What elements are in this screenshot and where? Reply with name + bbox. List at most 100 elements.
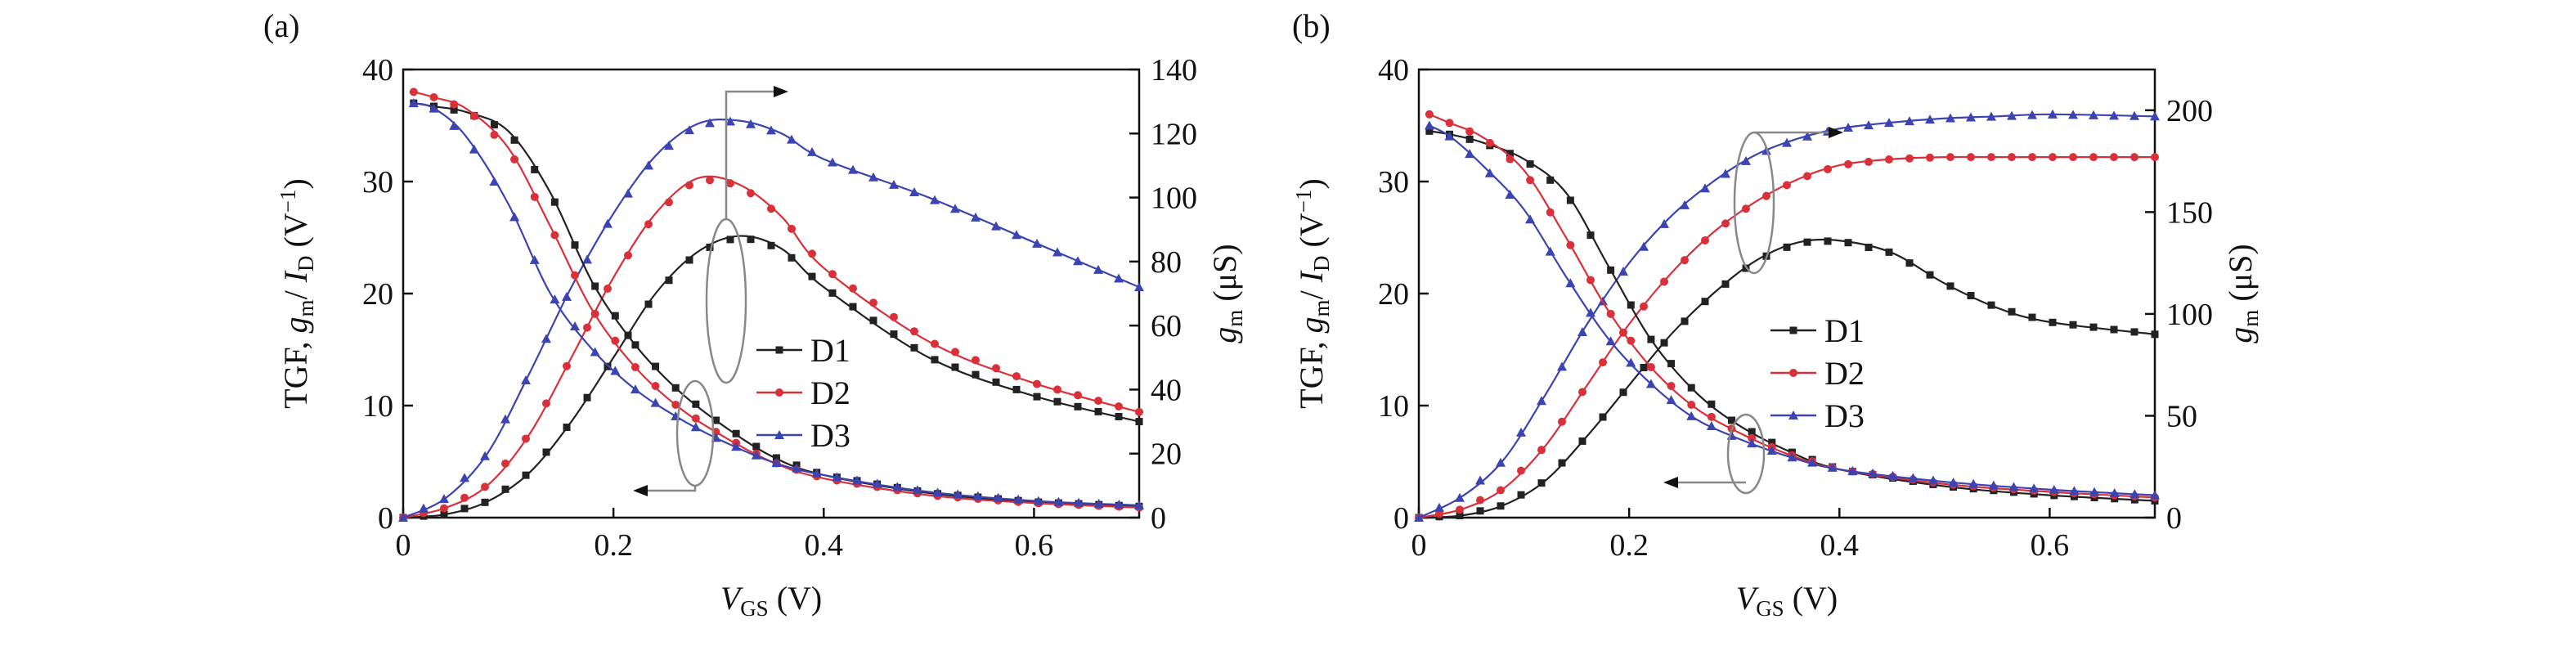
data-point	[1546, 208, 1555, 217]
data-point	[1517, 491, 1525, 499]
data-point	[1545, 246, 1555, 256]
data-point	[1884, 118, 1894, 128]
data-point	[909, 187, 919, 197]
data-point	[848, 164, 858, 174]
data-point	[1824, 164, 1832, 173]
legend-marker	[775, 346, 783, 354]
data-point	[439, 494, 449, 504]
legend-marker	[774, 430, 784, 439]
data-point	[2048, 109, 2058, 119]
data-point	[2089, 323, 2098, 331]
data-point	[1748, 433, 1757, 442]
x-tick-label: 0	[396, 528, 411, 563]
data-point	[481, 482, 489, 491]
data-point	[644, 220, 653, 229]
data-point	[1926, 153, 1934, 162]
data-point	[469, 111, 478, 120]
data-point	[665, 276, 673, 285]
data-point	[1094, 397, 1102, 406]
data-point	[1864, 120, 1874, 130]
data-point	[1013, 494, 1024, 504]
y-right-tick-label: 60	[1151, 309, 1182, 343]
data-point	[2110, 153, 2118, 162]
data-point	[2069, 153, 2077, 162]
data-point	[583, 393, 591, 402]
data-point	[1605, 336, 1616, 346]
data-point	[910, 343, 918, 352]
data-point	[692, 400, 700, 408]
data-point	[1747, 438, 1757, 448]
series-line	[402, 119, 1140, 519]
data-point	[1706, 421, 1717, 431]
data-point	[611, 312, 619, 320]
data-point	[828, 157, 837, 167]
data-point	[1618, 267, 1628, 276]
data-point	[732, 429, 740, 437]
panel-label: (b)	[1292, 7, 1331, 44]
y-left-tick-label: 20	[362, 277, 393, 312]
data-point	[590, 347, 600, 357]
data-point	[972, 491, 983, 500]
data-point	[631, 363, 640, 372]
data-point	[460, 493, 469, 502]
data-point	[912, 485, 922, 495]
data-point	[1987, 153, 1995, 162]
data-point	[712, 416, 720, 424]
data-point	[1053, 385, 1061, 394]
data-point	[2129, 110, 2139, 120]
data-point	[1456, 505, 1464, 514]
series-line	[1418, 113, 2156, 518]
data-point	[2151, 330, 2159, 339]
series-line	[402, 235, 1140, 519]
series-d1-left	[1425, 127, 2159, 505]
data-point	[691, 414, 700, 423]
annotation-ellipse	[705, 218, 747, 384]
data-point	[1666, 395, 1676, 405]
y-right-axis-label: gm (μS)	[1206, 244, 1247, 343]
data-point	[1707, 412, 1716, 421]
data-point	[1537, 479, 1546, 487]
x-tick-label: 0.6	[1015, 528, 1054, 563]
data-point	[832, 472, 842, 482]
data-point	[811, 468, 822, 478]
annotation-arrowhead	[633, 485, 648, 496]
data-point	[1824, 237, 1832, 245]
data-point	[1827, 462, 1838, 472]
data-point	[1525, 214, 1536, 224]
data-point	[1926, 271, 1934, 279]
data-point	[1093, 498, 1104, 508]
data-point	[1444, 131, 1455, 141]
data-point	[1526, 160, 1534, 168]
data-point	[1640, 363, 1648, 371]
data-point	[562, 291, 572, 301]
data-point	[1686, 410, 1697, 420]
data-point	[993, 492, 1003, 502]
data-point	[650, 397, 661, 407]
data-point	[2109, 487, 2120, 497]
data-point	[772, 454, 780, 462]
data-point	[2130, 153, 2138, 162]
data-point	[1728, 416, 1735, 424]
data-point	[1865, 157, 1873, 166]
data-point	[849, 284, 857, 293]
legend: D1 D2 D3	[756, 332, 850, 454]
data-point	[1626, 357, 1636, 367]
data-point	[808, 272, 816, 280]
data-point	[1768, 438, 1776, 446]
data-point	[1134, 500, 1144, 509]
data-point	[651, 382, 660, 391]
data-point	[1885, 248, 1893, 256]
data-point	[792, 463, 802, 473]
data-point	[671, 384, 680, 392]
data-point	[1033, 393, 1041, 401]
data-point	[1701, 298, 1709, 306]
panel-label: (a)	[263, 7, 299, 44]
series-line	[1429, 113, 2156, 499]
y-right-tick-label: 40	[1151, 373, 1182, 407]
legend-label: D1	[1824, 312, 1865, 349]
data-point	[828, 270, 837, 279]
data-point	[1660, 277, 1668, 286]
data-point	[1968, 478, 1979, 488]
series-d2-right	[399, 175, 1143, 522]
data-point	[570, 321, 580, 330]
